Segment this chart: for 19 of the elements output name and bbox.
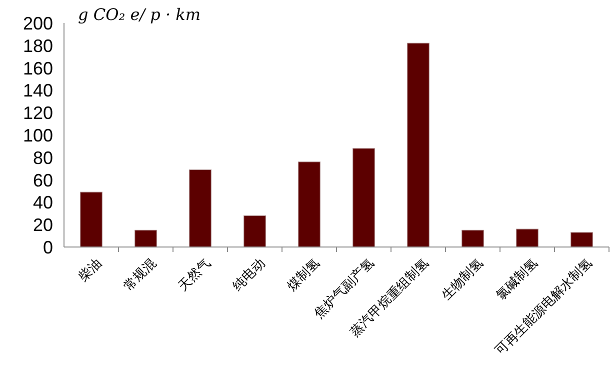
x-tick-label: 煤制氢 <box>284 255 322 294</box>
y-tick-label: 40 <box>32 192 53 213</box>
y-tick-label: 200 <box>22 14 53 34</box>
y-axis-title: g CO₂ e/ p · km <box>78 5 200 24</box>
y-tick-label: 160 <box>22 58 53 78</box>
y-tick-label: 180 <box>22 36 53 56</box>
y-tick-label: 20 <box>32 215 53 236</box>
x-tick-label: 生物制氢 <box>438 255 486 303</box>
y-tick-label: 0 <box>42 238 53 258</box>
y-tick-label: 100 <box>22 126 53 146</box>
y-tick-label: 120 <box>22 103 53 124</box>
y-tick-label: 80 <box>32 148 53 168</box>
y-tick-label: 140 <box>22 80 53 101</box>
y-tick-label: 60 <box>32 170 53 190</box>
x-tick-label: 氯碱制氢 <box>492 255 540 303</box>
x-tick-label: 纯电动 <box>229 255 268 294</box>
x-tick-label: 常规混 <box>120 255 159 294</box>
x-tick-label: 柴油 <box>75 255 104 284</box>
x-tick-label: 天然气 <box>174 255 214 294</box>
